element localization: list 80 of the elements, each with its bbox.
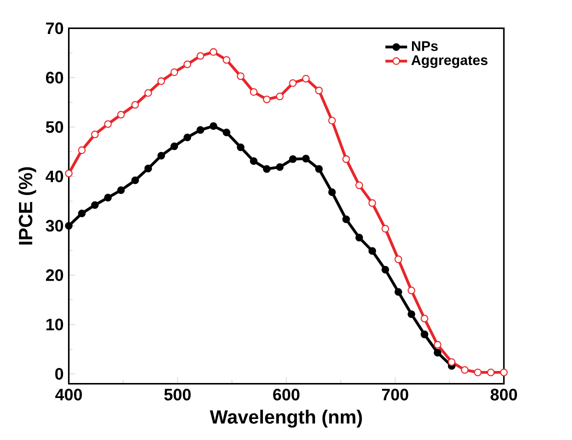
point [434, 340, 442, 349]
point [104, 120, 112, 128]
point [236, 72, 244, 80]
y-tick-label: 60 [46, 72, 64, 84]
point [394, 256, 402, 264]
point [408, 286, 416, 294]
point [91, 201, 99, 209]
point [131, 176, 139, 184]
point [276, 163, 284, 171]
point [170, 68, 178, 76]
point [434, 348, 442, 357]
point [500, 368, 508, 376]
y-tick-label: 70 [46, 22, 64, 34]
point [394, 288, 402, 296]
y-tick-label: 0 [55, 368, 64, 380]
point [302, 154, 310, 163]
legend-label: NPs [412, 41, 438, 52]
point [302, 74, 310, 83]
point [460, 366, 469, 374]
point [144, 164, 152, 172]
point [64, 170, 73, 178]
point [289, 79, 297, 87]
point [210, 48, 218, 56]
point [117, 110, 125, 119]
y-axis-title: IPCE (%) [18, 167, 36, 245]
point [355, 182, 364, 190]
point [368, 247, 376, 255]
point [104, 194, 112, 202]
point [420, 330, 428, 338]
point [448, 358, 456, 366]
point [236, 144, 244, 152]
point [170, 142, 178, 150]
point [289, 155, 297, 163]
point [157, 77, 166, 85]
x-tick-label: 800 [490, 388, 517, 401]
point [315, 165, 323, 173]
point [342, 155, 350, 163]
point [382, 224, 390, 233]
point [328, 116, 336, 124]
point [355, 234, 364, 242]
x-tick-label: 600 [273, 388, 300, 401]
y-tick-label: 20 [46, 269, 64, 282]
point [184, 134, 192, 142]
point [196, 52, 204, 60]
point [487, 368, 495, 376]
point [64, 222, 73, 230]
point [474, 368, 482, 376]
point [250, 157, 258, 165]
y-tick-label: 50 [46, 121, 64, 133]
point [408, 310, 416, 318]
x-tick-label: 500 [164, 388, 191, 401]
point [78, 210, 86, 218]
point [91, 130, 99, 138]
point [144, 89, 152, 97]
point [342, 216, 350, 224]
x-tick-label: 700 [382, 388, 408, 401]
point [157, 152, 166, 160]
point [262, 165, 271, 173]
x-axis-title: Wavelength (nm) [210, 410, 362, 428]
point [420, 314, 428, 322]
y-tick-label: 30 [46, 220, 64, 232]
point [276, 92, 284, 100]
point [315, 86, 323, 94]
point [328, 188, 336, 196]
point [117, 186, 125, 194]
point [210, 122, 218, 130]
legend-label: Aggregates [411, 55, 488, 68]
point [250, 88, 258, 96]
x-tick-label: 400 [55, 388, 82, 401]
y-tick-label: 10 [46, 318, 64, 330]
y-tick-label: 40 [46, 170, 64, 182]
point [196, 126, 204, 134]
point [184, 60, 192, 68]
point [368, 199, 376, 207]
point [222, 128, 230, 136]
point [382, 266, 390, 274]
point [262, 96, 271, 104]
point [131, 101, 139, 109]
point [78, 146, 86, 154]
point [222, 56, 230, 64]
